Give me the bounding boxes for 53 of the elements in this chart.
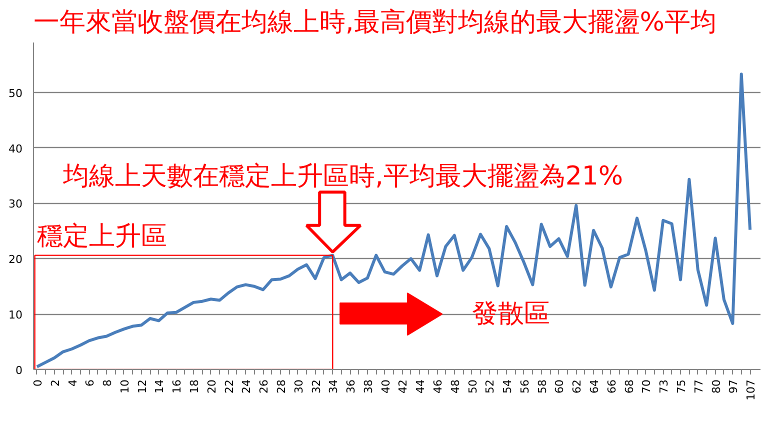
- x-tick-label: 60: [553, 379, 566, 394]
- x-tick-label: 44: [414, 379, 428, 394]
- x-tick-label: 58: [536, 379, 549, 394]
- x-tick-label: 22: [222, 379, 236, 394]
- x-tick-label: 28: [274, 379, 288, 394]
- x-tick-label: 68: [622, 379, 636, 394]
- x-tick-label: 54: [501, 379, 514, 394]
- annotation: 發散區: [472, 299, 550, 330]
- y-tick-label: 50: [8, 86, 23, 100]
- x-tick-label: 42: [396, 379, 410, 394]
- x-tick-label: 75: [674, 379, 688, 394]
- x-tick-label: 66: [605, 379, 618, 394]
- x-tick-label: 46: [432, 379, 444, 394]
- x-tick-label: 36: [344, 379, 358, 394]
- line-series: [35, 72, 752, 368]
- chart-title: 一年來當收盤價在均線上時,最高價對均線的最大擺盪%平均: [34, 8, 716, 38]
- x-tick-label: 34: [327, 379, 340, 394]
- x-tick-label: 40: [379, 379, 392, 394]
- x-tick-label: 24: [240, 379, 254, 394]
- y-tick-label: 0: [16, 364, 22, 377]
- x-tick-label: 38: [362, 379, 375, 394]
- x-tick-label: 20: [205, 379, 218, 394]
- x-tick-label: 12: [136, 379, 149, 394]
- x-tick-label: 107: [744, 379, 758, 400]
- x-tick-label: 32: [310, 379, 323, 394]
- x-tick-label: 48: [448, 379, 462, 394]
- annotation: 穩定上升區: [36, 221, 167, 252]
- x-tick-label: 80: [710, 379, 723, 394]
- x-tick-label: 8: [101, 380, 114, 386]
- annotation: 均線上天數在穩定上升區時,平均最大擺盪為21%: [62, 162, 624, 192]
- x-tick-label: 30: [292, 379, 306, 394]
- x-tick-label: 6: [84, 380, 97, 386]
- x-tick-label: 18: [188, 379, 202, 394]
- x-tick-label: 77: [692, 379, 706, 394]
- x-tick-label: 2: [48, 380, 62, 386]
- x-tick-label: 14: [153, 379, 166, 394]
- x-tick-label: 52: [484, 379, 497, 394]
- x-tick-label: 16: [170, 379, 184, 394]
- x-tick-label: 10: [118, 379, 132, 394]
- x-tick-label: 50: [466, 379, 480, 394]
- x-tick-label: 70: [640, 379, 654, 394]
- x-tick-label: 0: [31, 380, 44, 386]
- y-tick-label: 40: [8, 142, 23, 156]
- y-tick-label: 30: [8, 198, 23, 211]
- x-tick-label: 56: [518, 379, 532, 394]
- x-tick-label: 26: [258, 379, 271, 394]
- x-tick-label: 4: [66, 380, 80, 386]
- y-tick-label: 20: [8, 253, 23, 266]
- y-tick-label: 10: [8, 308, 23, 322]
- x-tick-label: 62: [570, 379, 584, 394]
- x-tick-label: 64: [588, 379, 602, 394]
- x-tick-label: 73: [658, 379, 671, 394]
- x-tick-label: 97: [727, 379, 740, 394]
